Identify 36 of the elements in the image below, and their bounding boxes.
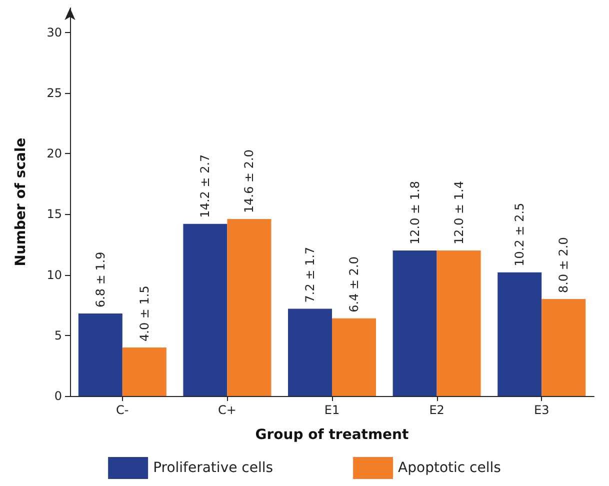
y-tick-label: 15 <box>46 207 62 222</box>
bar <box>542 299 586 396</box>
x-tick-label: E3 <box>534 403 550 417</box>
y-tick-label: 10 <box>46 268 62 282</box>
data-label: 6.8 ± 1.9 <box>93 252 108 308</box>
y-tick-label: 25 <box>46 86 62 100</box>
data-label: 10.2 ± 2.5 <box>512 202 527 266</box>
y-tick-label: 30 <box>46 25 62 40</box>
y-axis-title: Number of scale <box>13 138 29 266</box>
legend-label: Apoptotic cells <box>398 460 501 476</box>
y-tick-label: 0 <box>54 389 62 403</box>
data-label: 6.4 ± 2.0 <box>347 256 361 312</box>
data-label: 4.0 ± 1.5 <box>137 286 152 342</box>
legend-label: Proliferative cells <box>153 460 274 476</box>
y-tick-label: 20 <box>46 146 62 160</box>
bar <box>392 250 437 396</box>
data-label: 14.6 ± 2.0 <box>242 149 256 213</box>
y-tick-label: 5 <box>54 328 62 342</box>
bar <box>78 314 122 396</box>
data-label: 7.2 ± 1.7 <box>303 246 317 303</box>
x-tick-label: E2 <box>429 403 444 417</box>
bar <box>227 218 272 396</box>
x-tick-label: E1 <box>324 403 340 417</box>
bar <box>288 308 332 396</box>
bar <box>183 224 228 396</box>
x-tick-label: C+ <box>218 403 236 417</box>
bar <box>332 318 376 396</box>
bar <box>436 250 481 396</box>
x-tick-label: C- <box>116 403 129 417</box>
bar <box>122 348 166 396</box>
data-label: 12.0 ± 1.4 <box>452 181 466 244</box>
data-label: 12.0 ± 1.8 <box>408 181 422 244</box>
x-axis-title: Group of treatment <box>255 427 410 443</box>
data-label: 14.2 ± 2.7 <box>198 154 212 218</box>
data-label: 8.0 ± 2.0 <box>556 237 571 293</box>
bar <box>498 272 542 396</box>
